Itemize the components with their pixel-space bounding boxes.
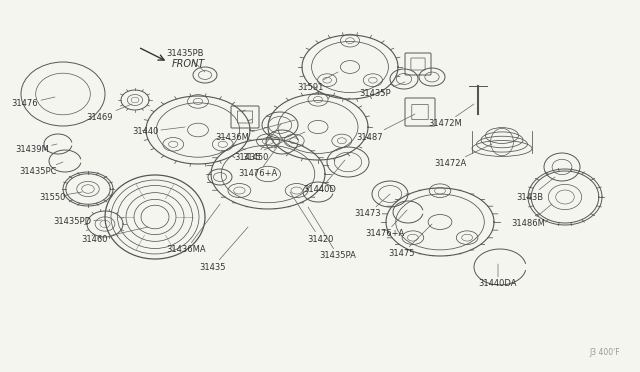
Text: 31475: 31475 bbox=[388, 224, 432, 259]
Text: 31476+A: 31476+A bbox=[365, 210, 407, 238]
Text: 31473: 31473 bbox=[355, 194, 390, 218]
Text: 31460: 31460 bbox=[82, 227, 148, 244]
Text: 31469: 31469 bbox=[87, 104, 132, 122]
Text: 31476: 31476 bbox=[12, 97, 55, 109]
Text: 31435PD: 31435PD bbox=[53, 218, 102, 227]
Text: 31487: 31487 bbox=[356, 114, 415, 141]
Text: FRONT: FRONT bbox=[172, 59, 205, 69]
Text: 31440: 31440 bbox=[132, 127, 185, 137]
Text: 31440D: 31440D bbox=[303, 160, 345, 195]
Text: 31550: 31550 bbox=[39, 192, 82, 202]
Text: 31450: 31450 bbox=[242, 124, 281, 161]
Text: 31420: 31420 bbox=[290, 192, 333, 244]
Text: 31440DA: 31440DA bbox=[479, 264, 517, 289]
Text: 31435PB: 31435PB bbox=[166, 49, 205, 72]
Text: 31591: 31591 bbox=[297, 72, 338, 92]
Text: 31472M: 31472M bbox=[428, 104, 474, 128]
Text: 31476+A: 31476+A bbox=[238, 140, 282, 179]
Text: 31436M: 31436M bbox=[215, 120, 295, 141]
Text: 31439M: 31439M bbox=[15, 144, 57, 154]
Text: J3 400'F: J3 400'F bbox=[589, 348, 620, 357]
Text: 31435PA: 31435PA bbox=[308, 207, 356, 260]
Text: 31435: 31435 bbox=[200, 227, 248, 272]
Text: 31486M: 31486M bbox=[511, 204, 552, 228]
Text: 31436MA: 31436MA bbox=[166, 204, 220, 254]
Text: 31435: 31435 bbox=[235, 132, 305, 161]
Text: 31472A: 31472A bbox=[434, 144, 492, 169]
Text: 3143B: 3143B bbox=[516, 177, 555, 202]
Text: 31435PC: 31435PC bbox=[19, 162, 63, 176]
Text: 31435P: 31435P bbox=[359, 82, 405, 99]
